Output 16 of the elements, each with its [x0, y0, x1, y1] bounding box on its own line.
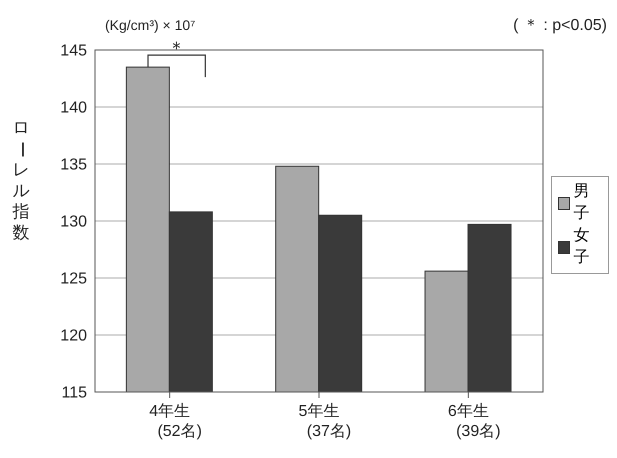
x-tick-label: 4年生 (52名): [149, 402, 202, 440]
text: ( ＊ : p<0.05): [513, 17, 607, 34]
y-tick-label: 130: [60, 214, 88, 231]
y-tick-label: 115: [61, 384, 88, 402]
x-tick-label: 6年生 (39名): [448, 402, 501, 440]
text: (Kg/cm³) × 10⁷: [105, 17, 196, 33]
legend-label: 女子: [574, 226, 591, 268]
y-tick-label: 140: [60, 100, 88, 117]
y-tick-label: 120: [60, 328, 88, 345]
y-tick-label: 145: [60, 42, 88, 60]
y-axis-title: ローレル指数: [10, 118, 32, 244]
y-tick-label: 125: [60, 270, 88, 288]
annotation: ＊: [168, 38, 186, 58]
x-tick-label: 5年生 (37名): [298, 402, 352, 440]
legend-label: 男子: [574, 182, 591, 224]
y-tick-label: 135: [60, 156, 88, 174]
